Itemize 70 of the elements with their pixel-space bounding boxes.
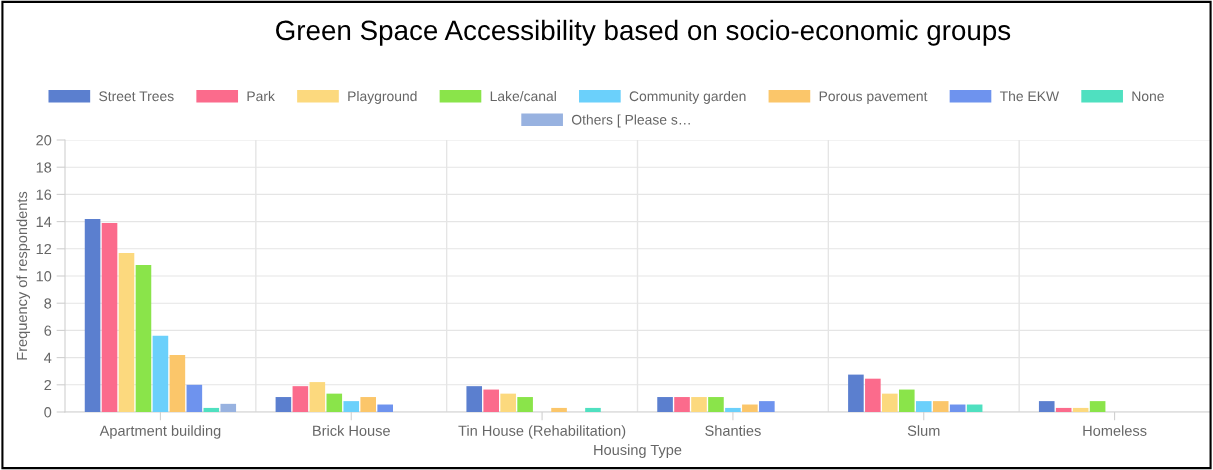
bar — [691, 397, 707, 412]
legend-label: Porous pavement — [819, 91, 928, 104]
bar — [848, 374, 864, 412]
bar — [759, 401, 775, 412]
bar — [101, 222, 118, 412]
legend-label: None — [1132, 91, 1164, 102]
y-tick-label: 8 — [44, 298, 52, 309]
y-tick-label: 6 — [44, 325, 52, 336]
bar — [220, 403, 237, 412]
bar — [742, 404, 758, 412]
chart-title: Green Space Accessibility based on socio-economic groups — [276, 19, 1011, 46]
bar — [84, 218, 101, 412]
bar — [1089, 401, 1106, 412]
bar — [343, 401, 360, 412]
legend-label: Lake/canal — [490, 90, 556, 102]
x-tick-label: Brick House — [313, 425, 390, 436]
bar — [585, 407, 601, 412]
y-tick-label: 20 — [36, 135, 52, 146]
bar — [483, 389, 499, 412]
legend-label: Playground — [348, 90, 417, 104]
bar — [708, 397, 724, 412]
bar — [1038, 401, 1055, 412]
bar — [360, 397, 377, 412]
y-tick-label: 12 — [36, 243, 52, 255]
x-tick-label: Apartment building — [99, 425, 221, 439]
legend-label: Park — [247, 90, 275, 102]
bar — [551, 407, 567, 412]
bar — [203, 407, 220, 412]
y-tick-label: 2 — [44, 379, 52, 391]
y-tick-label: 18 — [36, 162, 52, 173]
bar — [1055, 407, 1072, 412]
bar — [466, 386, 483, 412]
bar — [1072, 407, 1089, 412]
y-tick-label: 4 — [44, 352, 52, 363]
bar — [186, 384, 203, 412]
legend-label: Street Trees — [99, 91, 174, 102]
bar — [725, 407, 741, 412]
bar — [657, 397, 673, 412]
bar — [882, 393, 898, 412]
bar — [118, 252, 135, 412]
bar — [135, 265, 152, 412]
legend-label: The EKW — [999, 90, 1060, 102]
bar — [275, 397, 292, 412]
bar — [966, 404, 983, 412]
bar — [326, 393, 343, 412]
bar — [932, 401, 949, 412]
bar — [674, 397, 690, 412]
y-tick-label: 0 — [44, 407, 52, 418]
x-tick-label: Shanties — [705, 425, 761, 436]
x-tick-label: Slum — [907, 425, 940, 436]
bar — [949, 404, 966, 412]
bar — [517, 397, 533, 412]
bar — [377, 404, 393, 412]
y-axis-title: Frequency of respondents — [16, 191, 31, 360]
bar — [292, 386, 309, 412]
y-tick-label: 14 — [36, 216, 52, 227]
legend-label: Others [ Please s… — [571, 114, 690, 128]
y-tick-label: 10 — [36, 271, 52, 282]
bar — [169, 354, 186, 412]
x-axis-title: Housing Type — [594, 444, 682, 458]
x-tick-label: Homeless — [1083, 425, 1147, 436]
bar — [152, 335, 169, 412]
bar — [309, 382, 326, 412]
bar — [898, 389, 915, 412]
legend-label: Community garden — [629, 90, 746, 104]
bar — [865, 378, 881, 412]
x-tick-label: Tin House (Rehabilitation) — [458, 425, 626, 439]
y-tick-label: 16 — [36, 189, 52, 200]
bar — [915, 401, 932, 412]
bar — [500, 393, 516, 412]
